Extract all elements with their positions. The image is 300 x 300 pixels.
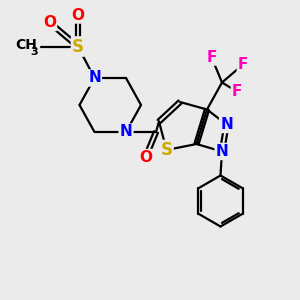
Text: F: F <box>238 57 248 72</box>
Text: N: N <box>216 144 228 159</box>
Text: O: O <box>43 15 56 30</box>
Text: N: N <box>88 70 101 86</box>
Text: N: N <box>120 124 132 140</box>
Text: O: O <box>139 150 152 165</box>
Text: S: S <box>160 141 172 159</box>
Text: F: F <box>206 50 217 64</box>
Text: S: S <box>72 38 84 56</box>
Text: CH: CH <box>16 38 38 52</box>
Text: F: F <box>232 84 242 99</box>
Text: O: O <box>71 8 85 22</box>
Text: 3: 3 <box>30 47 38 57</box>
Text: N: N <box>220 117 233 132</box>
